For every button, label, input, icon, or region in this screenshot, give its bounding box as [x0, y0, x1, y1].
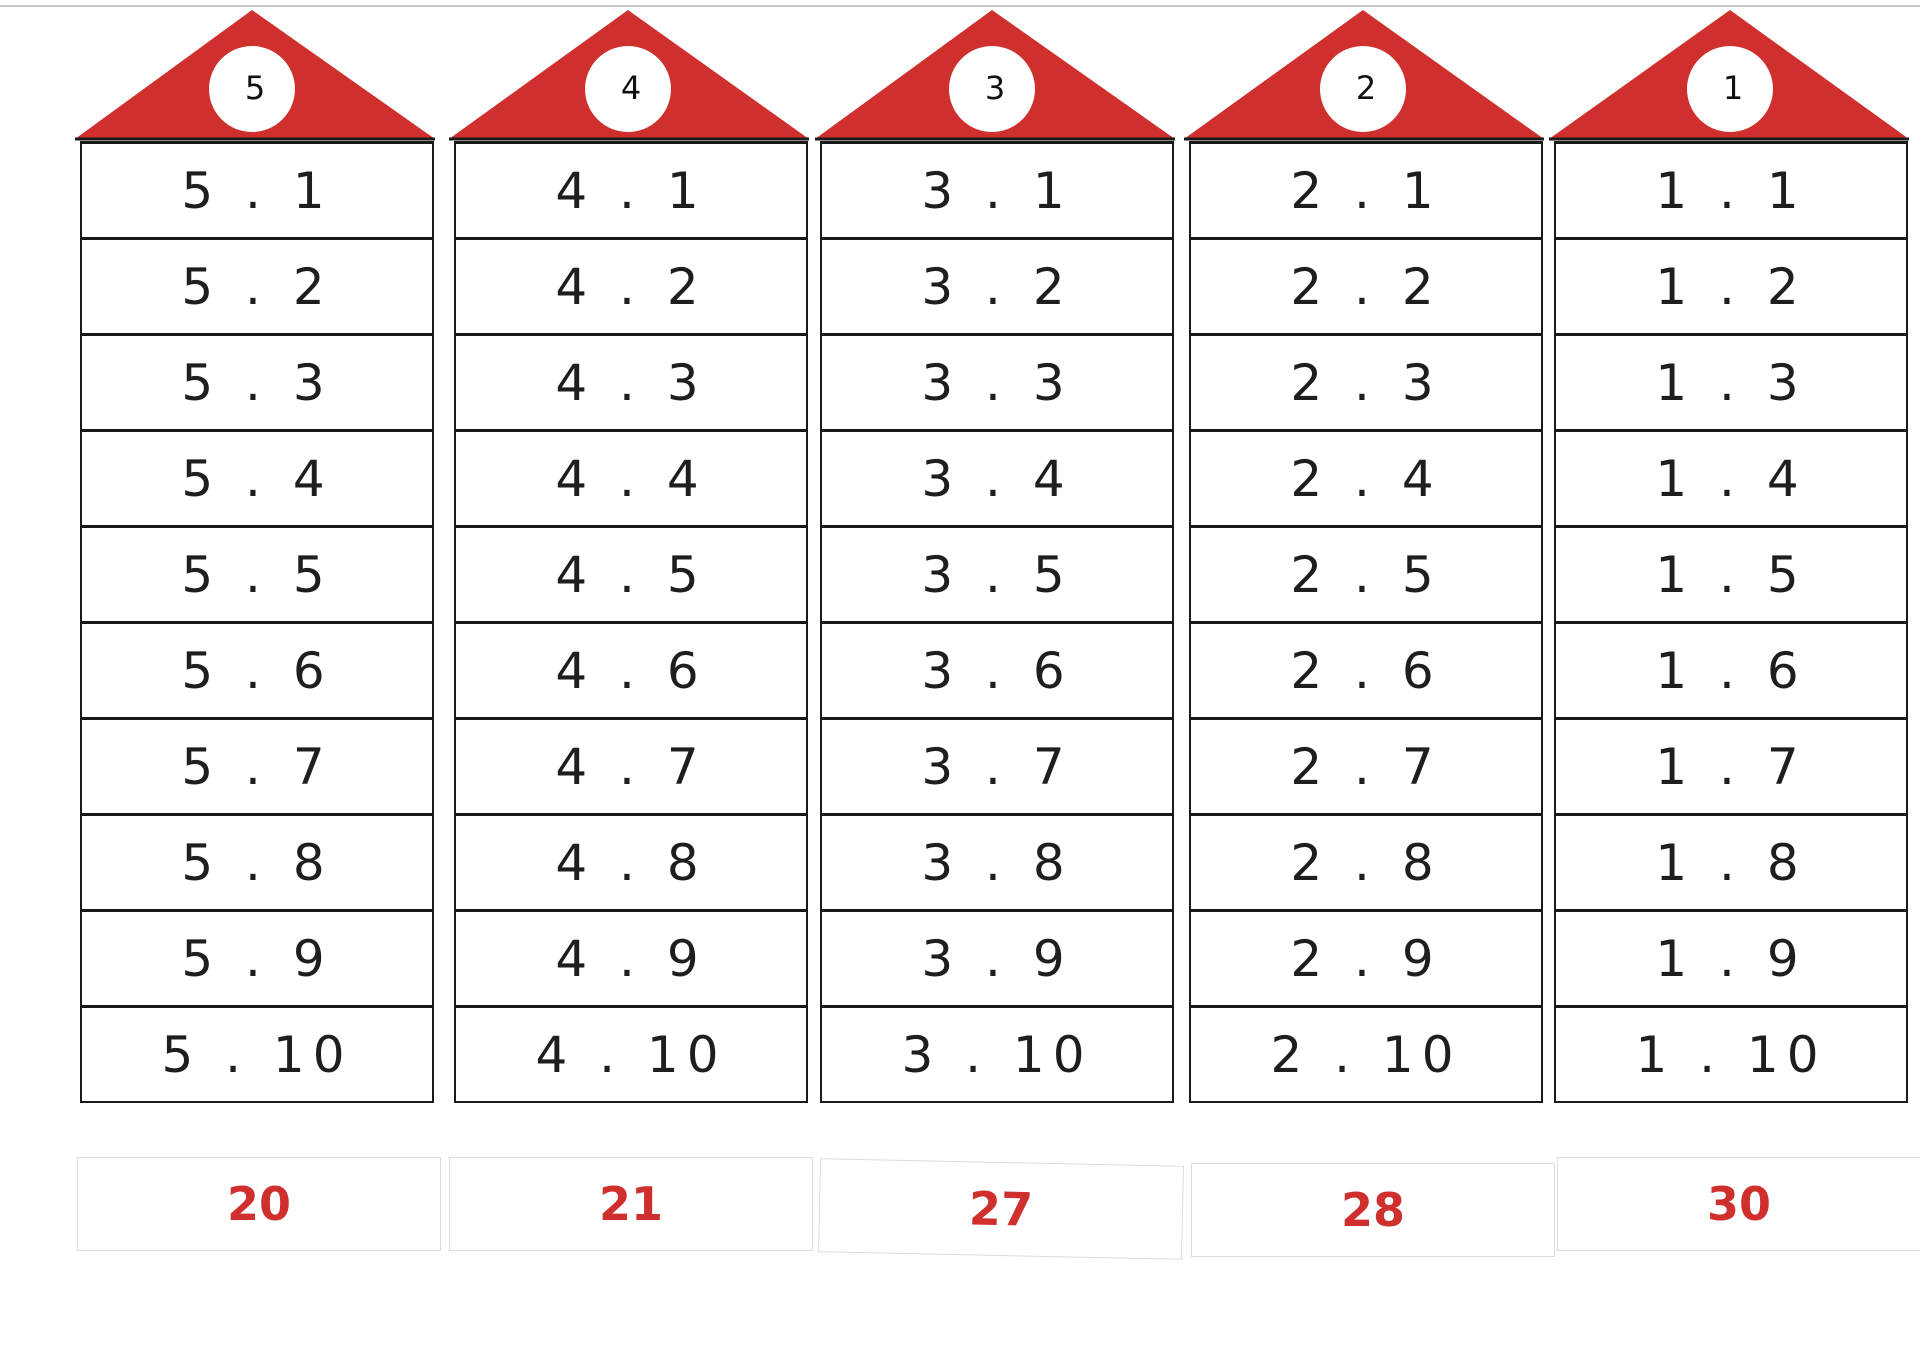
house-row: 5 . 9	[82, 912, 432, 1008]
house-1: 1 1 . 1 1 . 2 1 . 3 1 . 4 1 . 5 1 . 6 1 …	[1546, 8, 1912, 1103]
house-row: 5 . 3	[82, 336, 432, 432]
house-row: 3 . 1	[822, 144, 1172, 240]
house-number-label: 5	[244, 69, 266, 107]
house-number-label: 4	[620, 69, 642, 107]
score-card: 30	[1557, 1157, 1920, 1251]
house-row: 5 . 8	[82, 816, 432, 912]
house-row: 1 . 10	[1635, 1025, 1827, 1084]
house-3: 3 3 . 1 3 . 2 3 . 3 3 . 4 3 . 5 3 . 6 3 …	[812, 8, 1178, 1103]
top-border-line	[0, 5, 1920, 7]
house-row: 1 . 9	[1556, 912, 1906, 1008]
house-row: 4 . 8	[456, 816, 806, 912]
house-row: 4 . 7	[456, 720, 806, 816]
house-row: 2 . 10	[1270, 1025, 1462, 1084]
house-rows: 1 . 1 1 . 2 1 . 3 1 . 4 1 . 5 1 . 6 1 . …	[1554, 141, 1908, 1103]
house-rows: 5 . 1 5 . 2 5 . 3 5 . 4 5 . 5 5 . 6 5 . …	[80, 141, 434, 1103]
house-row: 4 . 3	[456, 336, 806, 432]
house-row: 5 . 10	[161, 1025, 353, 1084]
house-number-label: 3	[984, 69, 1006, 107]
house-row: 2 . 8	[1191, 816, 1541, 912]
house-row: 2 . 9	[1191, 912, 1541, 1008]
house-row: 5 . 5	[82, 528, 432, 624]
house-row: 3 . 8	[822, 816, 1172, 912]
house-row: 3 . 10	[901, 1025, 1093, 1084]
house-row: 3 . 5	[822, 528, 1172, 624]
house-row: 1 . 5	[1556, 528, 1906, 624]
house-row: 2 . 2	[1191, 240, 1541, 336]
house-row: 5 . 6	[82, 624, 432, 720]
house-number-label: 1	[1722, 69, 1744, 107]
house-row: 2 . 5	[1191, 528, 1541, 624]
house-row: 4 . 5	[456, 528, 806, 624]
house-row: 3 . 2	[822, 240, 1172, 336]
house-row: 4 . 6	[456, 624, 806, 720]
score-card: 20	[77, 1157, 441, 1251]
house-row: 4 . 4	[456, 432, 806, 528]
house-row: 1 . 7	[1556, 720, 1906, 816]
score-card: 27	[818, 1158, 1184, 1260]
house-row: 4 . 9	[456, 912, 806, 1008]
house-row: 4 . 10	[535, 1025, 727, 1084]
house-2: 2 2 . 1 2 . 2 2 . 3 2 . 4 2 . 5 2 . 6 2 …	[1181, 8, 1547, 1103]
score-card: 28	[1191, 1163, 1555, 1257]
house-rows: 4 . 1 4 . 2 4 . 3 4 . 4 4 . 5 4 . 6 4 . …	[454, 141, 808, 1103]
house-row: 1 . 6	[1556, 624, 1906, 720]
score-card: 21	[449, 1157, 813, 1251]
house-4: 4 4 . 1 4 . 2 4 . 3 4 . 4 4 . 5 4 . 6 4 …	[446, 8, 812, 1103]
house-rows: 2 . 1 2 . 2 2 . 3 2 . 4 2 . 5 2 . 6 2 . …	[1189, 141, 1543, 1103]
house-row: 5 . 7	[82, 720, 432, 816]
house-5: 5 5 . 1 5 . 2 5 . 3 5 . 4 5 . 5 5 . 6 5 …	[72, 8, 438, 1103]
house-rows: 3 . 1 3 . 2 3 . 3 3 . 4 3 . 5 3 . 6 3 . …	[820, 141, 1174, 1103]
house-row: 3 . 7	[822, 720, 1172, 816]
house-number-label: 2	[1355, 69, 1377, 107]
house-row: 3 . 4	[822, 432, 1172, 528]
house-row: 4 . 2	[456, 240, 806, 336]
house-row: 4 . 1	[456, 144, 806, 240]
house-roof: 1	[1546, 8, 1912, 141]
house-roof: 4	[446, 8, 812, 141]
house-row: 2 . 3	[1191, 336, 1541, 432]
house-row: 3 . 9	[822, 912, 1172, 1008]
house-row: 1 . 4	[1556, 432, 1906, 528]
house-row: 5 . 2	[82, 240, 432, 336]
house-row: 2 . 1	[1191, 144, 1541, 240]
house-row: 1 . 3	[1556, 336, 1906, 432]
house-row: 5 . 4	[82, 432, 432, 528]
house-row: 2 . 7	[1191, 720, 1541, 816]
house-row: 5 . 1	[82, 144, 432, 240]
house-row: 2 . 6	[1191, 624, 1541, 720]
house-row: 2 . 4	[1191, 432, 1541, 528]
house-roof: 3	[812, 8, 1178, 141]
house-row: 1 . 1	[1556, 144, 1906, 240]
house-row: 1 . 8	[1556, 816, 1906, 912]
house-row: 3 . 6	[822, 624, 1172, 720]
house-roof: 2	[1181, 8, 1547, 141]
house-roof: 5	[72, 8, 438, 141]
house-row: 3 . 3	[822, 336, 1172, 432]
house-row: 1 . 2	[1556, 240, 1906, 336]
